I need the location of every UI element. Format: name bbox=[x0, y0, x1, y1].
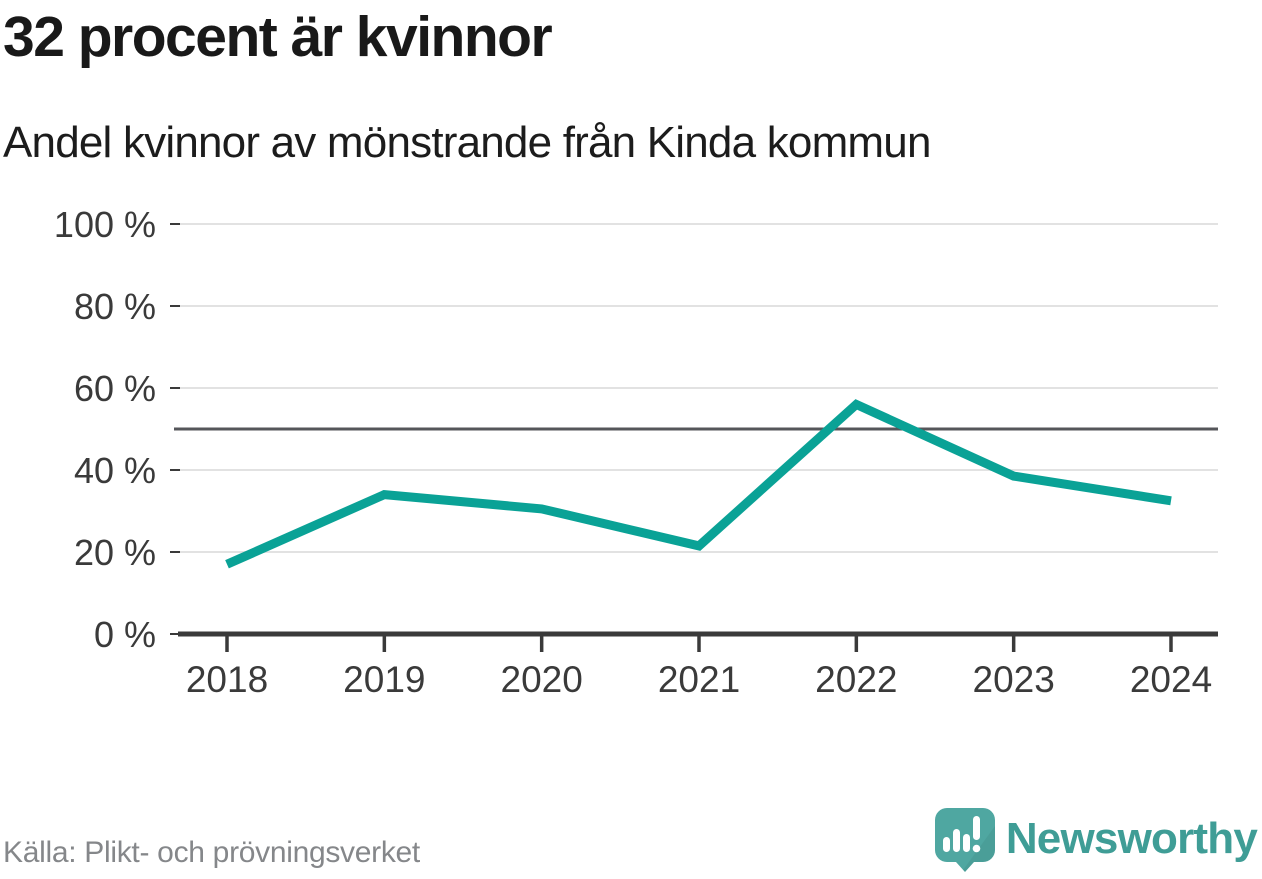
chart-title: 32 procent är kvinnor bbox=[3, 5, 553, 69]
logo-bar-1 bbox=[942, 837, 950, 852]
y-axis-label: 100 % bbox=[54, 204, 156, 245]
logo-bar-3 bbox=[962, 834, 970, 852]
newsworthy-logo: Newsworthy bbox=[931, 806, 1258, 872]
logo-bar-2 bbox=[952, 829, 960, 852]
y-axis-label: 20 % bbox=[74, 532, 156, 573]
y-axis-label: 80 % bbox=[74, 286, 156, 327]
newsworthy-wordmark: Newsworthy bbox=[1005, 814, 1258, 863]
x-axis-label: 2024 bbox=[1130, 659, 1212, 700]
newsworthy-logo-icon bbox=[934, 808, 995, 872]
chart-subtitle: Andel kvinnor av mönstrande från Kinda k… bbox=[3, 118, 931, 167]
x-axis-label: 2020 bbox=[501, 659, 583, 700]
data-line bbox=[225, 399, 1172, 569]
y-axis-label: 0 % bbox=[94, 614, 156, 655]
y-axis-label: 60 % bbox=[74, 368, 156, 409]
x-axis-label: 2023 bbox=[973, 659, 1055, 700]
source-note: Källa: Plikt- och prövningsverket bbox=[3, 836, 420, 869]
x-axis-label: 2018 bbox=[186, 659, 268, 700]
x-axis-label: 2022 bbox=[815, 659, 897, 700]
y-axis-label: 40 % bbox=[74, 450, 156, 491]
logo-exclamation-bar bbox=[972, 816, 980, 840]
x-axis-label: 2021 bbox=[658, 659, 740, 700]
x-axis-label: 2019 bbox=[343, 659, 425, 700]
logo-exclamation-dot bbox=[972, 844, 981, 853]
